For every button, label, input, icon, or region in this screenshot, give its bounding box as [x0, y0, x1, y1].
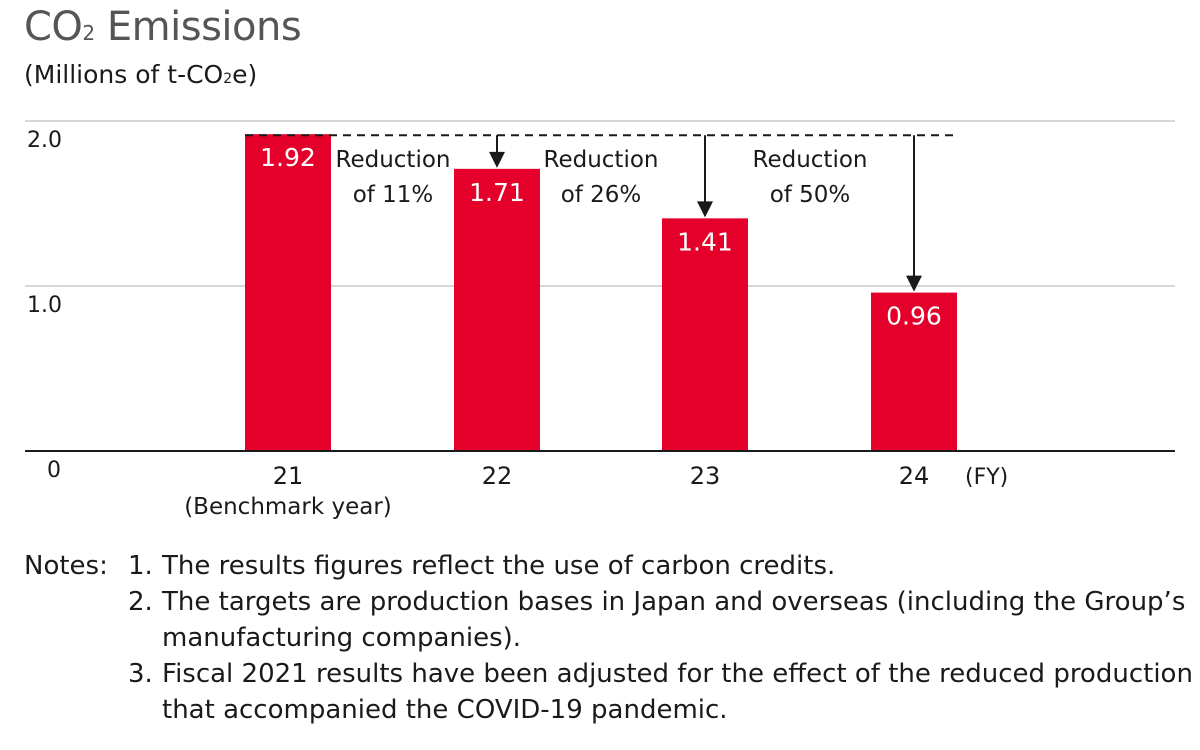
x-axis-unit-label: (FY)	[965, 465, 1008, 490]
notes-section: Notes: 1. The results figures reflect th…	[24, 548, 1194, 728]
note-text: The targets are production bases in Japa…	[162, 587, 1186, 653]
reduction-label-line2: of 11%	[353, 182, 434, 208]
bar-chart: 0 1.0 2.0 1.92 1.71 1.41 0.96 Reduction of 11% Re…	[25, 120, 1175, 520]
unit-suffix: e)	[232, 60, 258, 89]
note-text: Fiscal 2021 results have been adjusted f…	[162, 659, 1193, 725]
note-1: Notes: 1. The results figures reflect th…	[24, 548, 1194, 584]
x-tick-label: 22	[482, 462, 513, 490]
benchmark-year-label: (Benchmark year)	[184, 494, 392, 520]
reduction-label-line1: Reduction	[753, 147, 868, 173]
reduction-label-line2: of 50%	[770, 182, 851, 208]
x-tick-label: 21	[273, 462, 304, 490]
y-tick-label: 2.0	[27, 128, 62, 153]
note-number: 1.	[128, 551, 153, 581]
reduction-label-line1: Reduction	[336, 147, 451, 173]
title-suffix: Emissions	[94, 4, 302, 50]
title-prefix: CO	[24, 4, 83, 50]
reduction-arrowhead	[697, 201, 713, 218]
x-tick-label: 24	[899, 462, 930, 490]
bar	[245, 134, 331, 451]
bar-value-label: 1.41	[677, 227, 733, 256]
y-axis-unit: (Millions of t-CO2e)	[24, 60, 257, 89]
reduction-arrowhead	[489, 151, 505, 168]
chart-title: CO2 Emissions	[24, 4, 302, 50]
bar-value-label: 1.92	[260, 143, 316, 172]
reduction-arrowhead	[906, 275, 922, 292]
bar	[871, 292, 957, 451]
note-text: The results figures reflect the use of c…	[162, 551, 836, 581]
unit-subscript: 2	[223, 71, 233, 87]
title-subscript: 2	[82, 21, 95, 45]
bar	[662, 218, 748, 451]
x-tick-label: 23	[690, 462, 721, 490]
notes-lead: Notes:	[24, 551, 108, 581]
note-number: 2.	[128, 587, 153, 617]
note-3: 3. Fiscal 2021 results have been adjuste…	[24, 656, 1194, 728]
bar	[454, 168, 540, 451]
bar-value-label: 0.96	[886, 302, 942, 331]
bar-value-label: 1.71	[469, 178, 525, 207]
reduction-label-line1: Reduction	[544, 147, 659, 173]
note-2: 2. The targets are production bases in J…	[24, 584, 1194, 656]
y-tick-label: 1.0	[27, 293, 62, 318]
y-tick-label: 0	[47, 458, 61, 483]
unit-prefix: (Millions of t-CO	[24, 60, 224, 89]
note-number: 3.	[128, 659, 153, 689]
reduction-label-line2: of 26%	[561, 182, 642, 208]
